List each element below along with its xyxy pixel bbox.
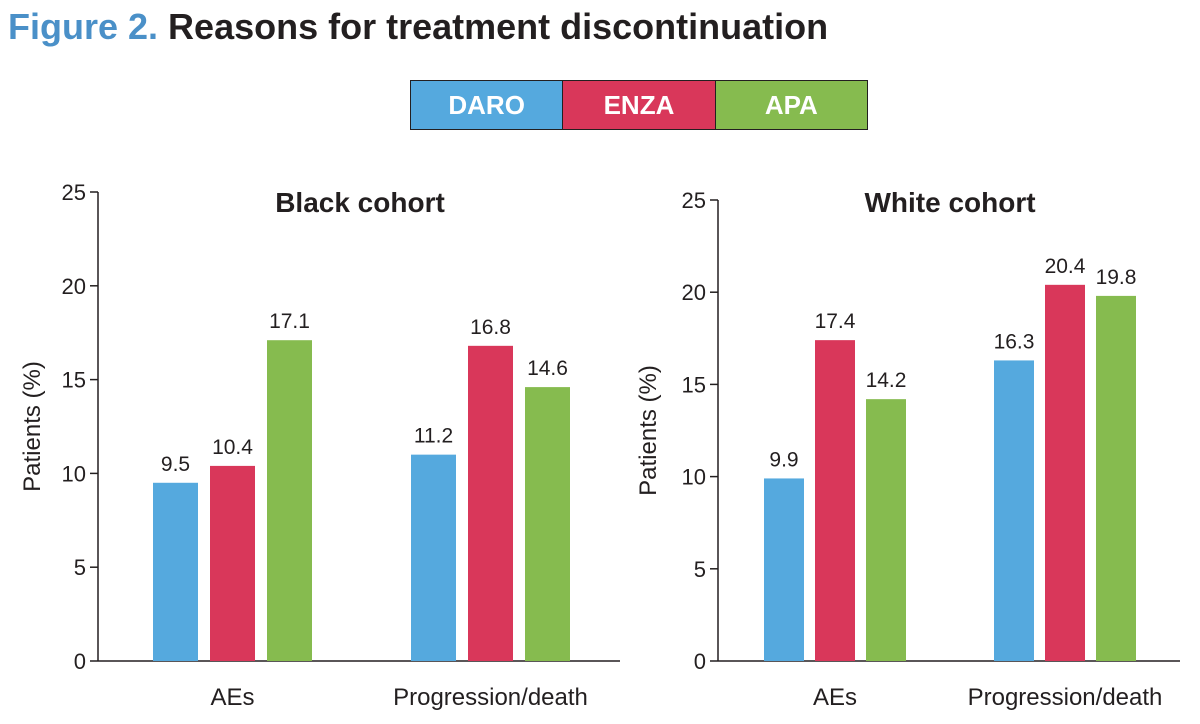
value-label: 17.4 xyxy=(815,310,856,333)
y-tick-label: 10 xyxy=(62,461,86,486)
figure-number: Figure 2. xyxy=(8,6,159,47)
y-axis-label: Patients (%) xyxy=(635,365,662,496)
y-tick-label: 25 xyxy=(62,180,86,205)
value-label: 9.5 xyxy=(161,453,190,476)
y-tick-label: 20 xyxy=(682,280,706,305)
legend-item-apa: APA xyxy=(714,81,867,129)
bar-enza-1 xyxy=(1045,284,1085,661)
y-tick-label: 0 xyxy=(74,649,86,674)
y-tick-label: 20 xyxy=(62,274,86,299)
bar-apa-0 xyxy=(866,399,906,661)
category-label: Progression/death xyxy=(393,684,588,711)
bar-daro-1 xyxy=(994,360,1034,661)
value-label: 9.9 xyxy=(769,448,798,471)
value-label: 10.4 xyxy=(212,436,253,459)
category-label: Progression/death xyxy=(968,684,1163,711)
bar-daro-0 xyxy=(764,478,804,661)
bar-enza-0 xyxy=(210,465,255,661)
value-label: 11.2 xyxy=(414,425,453,448)
bar-apa-1 xyxy=(525,387,570,661)
legend: DARO ENZA APA xyxy=(410,80,868,130)
value-label: 16.8 xyxy=(470,316,511,339)
bar-daro-0 xyxy=(153,482,198,661)
y-axis-label: Patients (%) xyxy=(19,361,46,492)
panel-title: White cohort xyxy=(864,187,1035,218)
value-label: 14.6 xyxy=(527,357,568,380)
value-label: 20.4 xyxy=(1045,255,1086,278)
figure-title: Figure 2. Reasons for treatment disconti… xyxy=(8,6,828,48)
value-label: 19.8 xyxy=(1096,266,1137,289)
figure-title-text: Reasons for treatment discontinuation xyxy=(168,6,829,47)
panel-title: Black cohort xyxy=(275,187,445,218)
legend-item-daro: DARO xyxy=(411,81,563,129)
bar-enza-1 xyxy=(468,345,513,661)
value-label: 17.1 xyxy=(269,310,310,333)
bar-daro-1 xyxy=(411,454,456,661)
value-label: 14.2 xyxy=(866,369,907,392)
y-tick-label: 10 xyxy=(682,465,706,490)
y-tick-label: 5 xyxy=(74,555,86,580)
y-tick-label: 15 xyxy=(682,372,706,397)
category-label: AEs xyxy=(210,684,254,711)
y-tick-label: 0 xyxy=(694,649,706,674)
bar-enza-0 xyxy=(815,340,855,661)
y-tick-label: 5 xyxy=(694,557,706,582)
value-label: 16.3 xyxy=(994,330,1035,353)
y-tick-label: 25 xyxy=(682,188,706,213)
bar-apa-0 xyxy=(267,340,312,661)
y-tick-label: 15 xyxy=(62,368,86,393)
category-label: AEs xyxy=(813,684,857,711)
bar-apa-1 xyxy=(1096,295,1136,661)
legend-item-enza: ENZA xyxy=(562,81,715,129)
